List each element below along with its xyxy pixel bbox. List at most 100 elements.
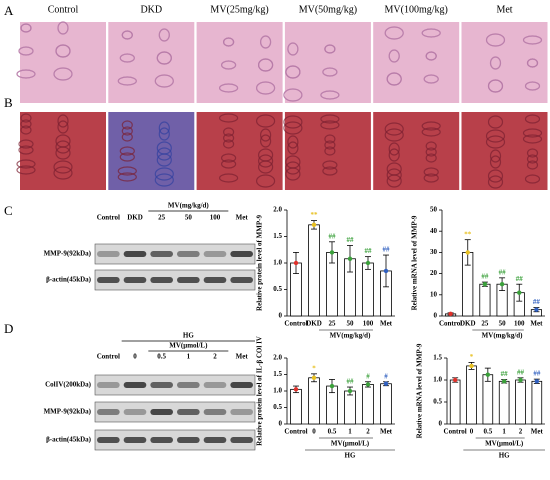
x-tick-label: 1 <box>502 428 506 436</box>
tissue-structure <box>388 49 400 63</box>
tissue-structure <box>320 90 340 100</box>
data-point <box>347 388 353 394</box>
x-tick-label: 100 <box>363 320 374 328</box>
significance: ** <box>311 211 319 219</box>
blot-band <box>97 437 120 443</box>
tissue-structure <box>283 115 303 129</box>
blot-band <box>150 277 173 283</box>
tissue-structure <box>487 79 504 93</box>
tissue-structure <box>285 65 301 79</box>
significance: * <box>470 353 474 361</box>
tissue-structure <box>386 168 402 182</box>
significance: ## <box>517 368 525 376</box>
tissue-structure <box>117 166 137 176</box>
blot-column: Met <box>236 214 249 222</box>
x-tick-label: Control <box>439 320 462 328</box>
data-point <box>518 377 523 383</box>
significance: ## <box>533 370 541 378</box>
x-tick-label: 0 <box>312 428 316 436</box>
bar <box>482 374 494 425</box>
blot-band <box>123 437 147 443</box>
bar <box>515 379 526 425</box>
blot-band <box>177 277 200 283</box>
tissue-structure <box>53 160 73 174</box>
histology-image <box>196 112 283 190</box>
data-point <box>311 222 317 228</box>
significance: ## <box>533 298 541 306</box>
blot-band <box>177 409 200 415</box>
tissue-structure <box>384 26 404 40</box>
tissue-structure <box>324 140 336 150</box>
blot-band <box>123 382 147 388</box>
tissue-structure <box>256 114 276 128</box>
y-tick-label: 0 <box>279 420 283 428</box>
blot-row-label: β-actin(45kDa) <box>46 436 92 444</box>
blot-column: 100 <box>210 214 221 222</box>
blot-strip <box>94 243 256 265</box>
blot-row-label: ColIV(200kDa) <box>45 381 92 389</box>
tissue-structure <box>487 169 504 183</box>
y-tick-label: 20 <box>430 269 438 277</box>
significance: ## <box>383 246 391 254</box>
data-point <box>452 377 458 383</box>
y-tick-label: 1.0 <box>433 376 442 384</box>
y-tick-label: 0 <box>279 312 283 320</box>
tissue-structure <box>324 146 336 156</box>
panel-label: D <box>4 321 13 336</box>
x-axis-label: MV(μmol/L) <box>331 440 370 448</box>
tissue-structure <box>320 114 340 124</box>
y-tick-label: 1.5 <box>273 370 282 378</box>
data-point <box>465 250 470 255</box>
bar <box>362 383 374 425</box>
tissue-structure <box>526 154 539 164</box>
x-axis-label: MV(μmol/L) <box>485 440 524 448</box>
x-tick-label: DKD <box>306 320 322 328</box>
tissue-structure <box>489 149 502 163</box>
tissue-structure <box>223 127 235 137</box>
image-label: MV(25mg/kg) <box>210 4 268 15</box>
tissue-structure <box>322 160 338 170</box>
tissue-structure <box>156 153 172 167</box>
blot-column: Met <box>236 353 249 361</box>
data-point <box>448 311 453 317</box>
tissue-structure <box>524 81 541 91</box>
group-label: HG <box>499 452 510 460</box>
bar <box>380 383 392 425</box>
tissue-structure <box>386 174 402 188</box>
tissue-structure <box>260 35 272 49</box>
y-axis-label: Relative protein level of IL-β COl IV <box>256 336 264 446</box>
data-point <box>311 375 317 380</box>
significance: * <box>312 364 316 372</box>
tissue-structure <box>421 28 441 38</box>
tissue-structure <box>489 155 502 169</box>
tissue-structure <box>485 33 506 47</box>
tissue-structure <box>285 161 301 175</box>
tissue-structure <box>421 127 441 137</box>
tissue-structure <box>156 147 172 161</box>
tissue-structure <box>522 134 543 144</box>
blot-column: Control <box>97 214 120 222</box>
data-point <box>383 381 389 386</box>
blot-band <box>123 409 147 415</box>
y-tick-label: 10 <box>430 290 438 298</box>
blot-band <box>230 409 253 415</box>
data-point <box>482 282 488 287</box>
blot-row-label: MMP-9(92kDa) <box>44 250 92 258</box>
tissue-structure <box>57 114 69 128</box>
x-tick-label: 0.5 <box>328 428 337 436</box>
tissue-structure <box>260 128 272 142</box>
tissue-structure <box>57 21 69 35</box>
blot-band <box>150 437 173 443</box>
data-point <box>365 260 371 266</box>
x-tick-label: Met <box>531 428 544 436</box>
tissue-structure <box>156 51 172 65</box>
significance: ## <box>499 268 507 276</box>
bar <box>466 365 477 425</box>
data-point <box>329 383 335 389</box>
tissue-structure <box>18 46 34 56</box>
x-tick-label: Control <box>284 320 307 328</box>
image-label: DKD <box>140 4 162 15</box>
data-point <box>469 363 474 369</box>
data-point <box>293 387 299 392</box>
y-tick-label: 0.5 <box>273 285 282 293</box>
